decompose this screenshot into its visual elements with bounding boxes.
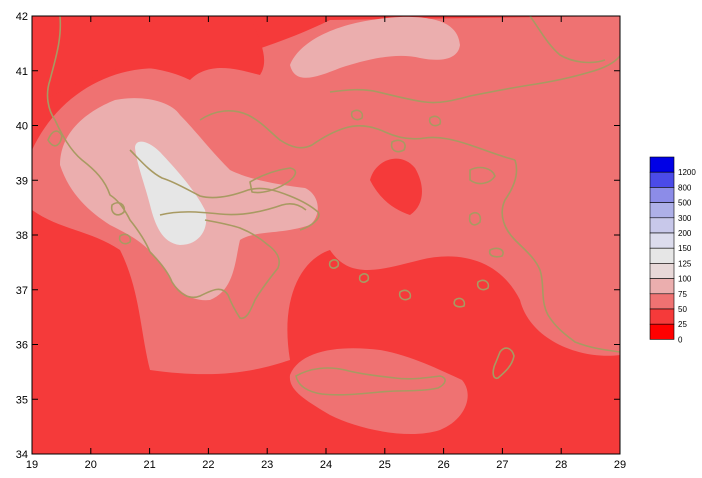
coastline-corfu [47, 130, 63, 147]
legend-swatch [649, 278, 675, 295]
y-tick-label: 38 [16, 230, 28, 242]
coastline-cyclades-1 [358, 273, 370, 283]
coastline-samos [488, 247, 504, 258]
coastline-albania-greece-west [46, 16, 151, 253]
coastline-thrace [329, 55, 620, 104]
legend-swatch [649, 323, 675, 340]
coastline-thasos [350, 109, 364, 121]
legend-label: 50 [678, 305, 687, 314]
legend-swatch [649, 308, 675, 325]
x-tick-label: 20 [85, 459, 97, 471]
legend-swatch [649, 171, 675, 188]
legend-swatch [649, 156, 675, 173]
y-tick-label: 37 [16, 285, 28, 297]
coastline-euboea [249, 167, 297, 194]
x-tick-label: 27 [496, 459, 508, 471]
x-tick-label: 23 [261, 459, 273, 471]
legend-label: 1200 [678, 168, 696, 177]
x-axis: 19 20 21 22 23 24 25 26 27 28 29 [26, 16, 626, 471]
legend-swatch [649, 293, 675, 310]
legend-label: 200 [678, 229, 692, 238]
legend-swatch [649, 202, 675, 219]
x-tick-label: 24 [320, 459, 332, 471]
x-tick-label: 28 [555, 459, 567, 471]
coastline-peloponnese [149, 219, 280, 320]
coastline-rhodes [492, 347, 515, 380]
legend-label: 100 [678, 275, 692, 284]
legend-label: 25 [678, 320, 687, 329]
contour-100-125 [135, 141, 207, 245]
legend-label: 150 [678, 244, 692, 253]
coastline-cyclades-2 [328, 259, 340, 269]
coastline-lemnos [390, 139, 406, 153]
legend-label: 0 [678, 335, 683, 344]
coastline-anatolia-west [501, 16, 620, 353]
y-tick-label: 40 [16, 121, 28, 133]
legend-swatch [649, 247, 675, 264]
x-tick-label: 21 [143, 459, 155, 471]
contour-25-50-upper-left [32, 16, 265, 105]
y-tick-label: 41 [16, 66, 28, 78]
coastline-kefalonia [110, 202, 126, 216]
legend-label: 125 [678, 259, 692, 268]
x-tick-label: 26 [437, 459, 449, 471]
y-tick-label: 36 [16, 340, 28, 352]
coastline-north-aegean [199, 110, 516, 161]
x-tick-label: 19 [26, 459, 38, 471]
legend-label: 800 [678, 183, 692, 192]
y-tick-label: 35 [16, 394, 28, 406]
contour-75-100-north [290, 16, 460, 78]
legend-swatch [649, 217, 675, 234]
legend-swatch [649, 187, 675, 203]
coastline-naxos [398, 289, 412, 301]
legend: 1200 800 500 300 200 150 125 100 75 50 25 0 [649, 156, 696, 344]
x-tick-label: 22 [202, 459, 214, 471]
y-tick-label: 42 [16, 11, 28, 23]
coastlines [46, 16, 620, 396]
contour-25-50-center [370, 158, 422, 215]
coastline-crete [295, 367, 446, 396]
x-tick-label: 29 [614, 459, 626, 471]
legend-label: 300 [678, 214, 692, 223]
y-tick-label: 39 [16, 175, 28, 187]
coastline-chios [468, 212, 482, 226]
coastline-central-greece [129, 149, 320, 231]
legend-label: 500 [678, 199, 692, 208]
contour-fills [32, 16, 620, 454]
contour-50-75-crete [289, 348, 468, 435]
legend-label: 75 [678, 290, 687, 299]
legend-swatch [649, 232, 675, 249]
coastline-lesbos [469, 166, 496, 185]
coastline-zakynthos [118, 233, 132, 245]
coastline-dodecanese-1 [453, 297, 466, 308]
coastline-imbros [428, 115, 442, 127]
coastline-dodecanese-2 [476, 279, 490, 291]
x-tick-label: 25 [379, 459, 391, 471]
y-axis: 34 35 36 37 38 39 40 41 42 [16, 11, 620, 461]
y-tick-label: 34 [16, 449, 28, 461]
coastline-gulf-corinth [159, 203, 307, 216]
legend-swatch [649, 263, 675, 279]
